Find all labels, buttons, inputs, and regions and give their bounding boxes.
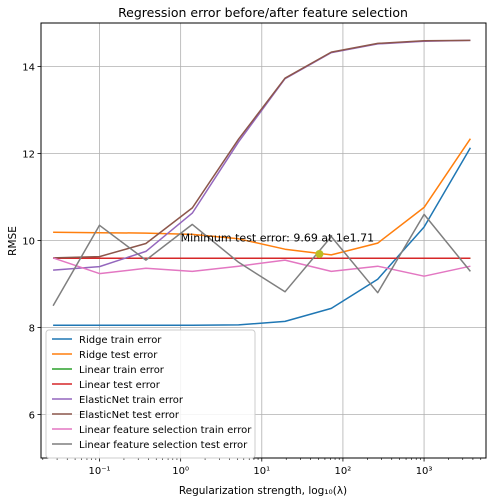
legend-label: Linear feature selection train error	[79, 425, 252, 436]
x-tick-label: 10¹	[253, 466, 270, 477]
series-line	[53, 138, 472, 256]
series-line	[53, 39, 471, 259]
legend-label: Linear feature selection test error	[79, 440, 248, 451]
legend-label: ElasticNet test error	[79, 410, 180, 421]
y-axis-label: RMSE	[7, 226, 19, 256]
chart-title: Regression error before/after feature se…	[118, 5, 408, 20]
x-tick-label: 10⁻¹	[89, 466, 111, 477]
series-layer	[52, 39, 472, 327]
x-tick-label: 10⁰	[172, 466, 189, 477]
x-tick-label: 10²	[335, 466, 352, 477]
legend-label: Ridge train error	[79, 335, 162, 346]
annotation-text: Minimum test error: 9.69 at 1e1.71	[181, 232, 375, 245]
series-line	[52, 213, 471, 307]
y-tick-label: 12	[22, 150, 35, 161]
x-tick-label: 10³	[416, 466, 433, 477]
axes: 6 8 10 12 14 10⁻¹ 10⁰ 10¹ 10² 10³	[22, 63, 482, 477]
legend-label: Linear train error	[79, 365, 165, 376]
y-tick-label: 6	[29, 411, 35, 422]
y-tick-label: 10	[22, 237, 35, 248]
x-axis-label: Regularization strength, log₁₀(λ)	[179, 485, 347, 497]
series-line	[52, 257, 471, 277]
legend-label: Ridge test error	[79, 350, 158, 361]
minimum-marker	[315, 249, 324, 258]
legend-box	[45, 329, 256, 459]
legend-label: ElasticNet train error	[79, 395, 184, 406]
annotation: Minimum test error: 9.69 at 1e1.71	[181, 232, 375, 258]
legend-label: Linear test error	[79, 380, 161, 391]
legend: Ridge train error Ridge test error Linear …	[45, 329, 256, 459]
y-tick-label: 14	[22, 63, 35, 74]
y-tick-label: 8	[29, 324, 35, 335]
